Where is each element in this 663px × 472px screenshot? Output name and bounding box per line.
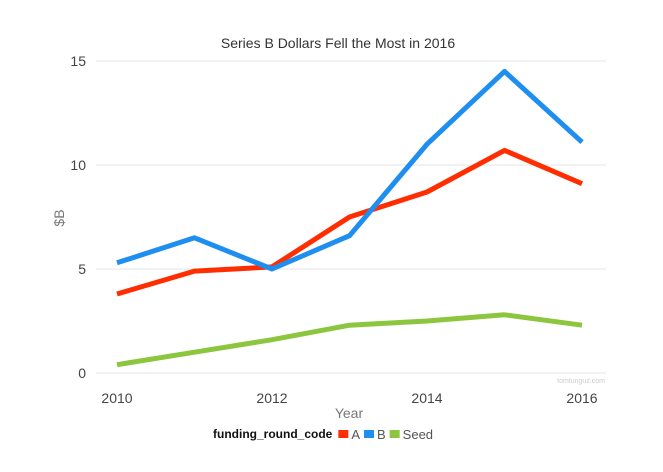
y-tick-label: 5: [78, 261, 86, 277]
x-axis-ticks: 2010 2012 2014 2016: [101, 390, 597, 406]
series-line-seed: [116, 312, 583, 368]
series-line-a: [116, 147, 583, 297]
watermark: tomtunguz.com: [557, 378, 605, 385]
x-tick-label: 2012: [256, 390, 287, 406]
legend-label-a: A: [351, 427, 360, 442]
chart-title: Series B Dollars Fell the Most in 2016: [221, 35, 455, 51]
gridlines: [96, 60, 606, 374]
x-tick-label: 2010: [101, 390, 132, 406]
legend-label-seed: Seed: [403, 427, 433, 442]
y-tick-label: 0: [78, 365, 86, 381]
legend-swatch-a: [338, 430, 349, 438]
series-lines: [116, 68, 584, 368]
x-tick-label: 2016: [566, 390, 597, 406]
series-line-b: [116, 68, 584, 272]
y-tick-label: 10: [70, 157, 86, 173]
y-axis-label: $B: [51, 209, 67, 226]
y-tick-label: 15: [70, 53, 86, 69]
x-axis-label: Year: [335, 405, 364, 421]
y-axis-ticks: 0 5 10 15: [70, 53, 86, 381]
legend-label-b: B: [377, 427, 386, 442]
legend-swatch-seed: [389, 430, 400, 438]
legend-title: funding_round_code: [213, 427, 333, 441]
legend: funding_round_code A B Seed: [213, 427, 433, 442]
x-tick-label: 2014: [411, 390, 442, 406]
legend-swatch-b: [364, 430, 374, 438]
